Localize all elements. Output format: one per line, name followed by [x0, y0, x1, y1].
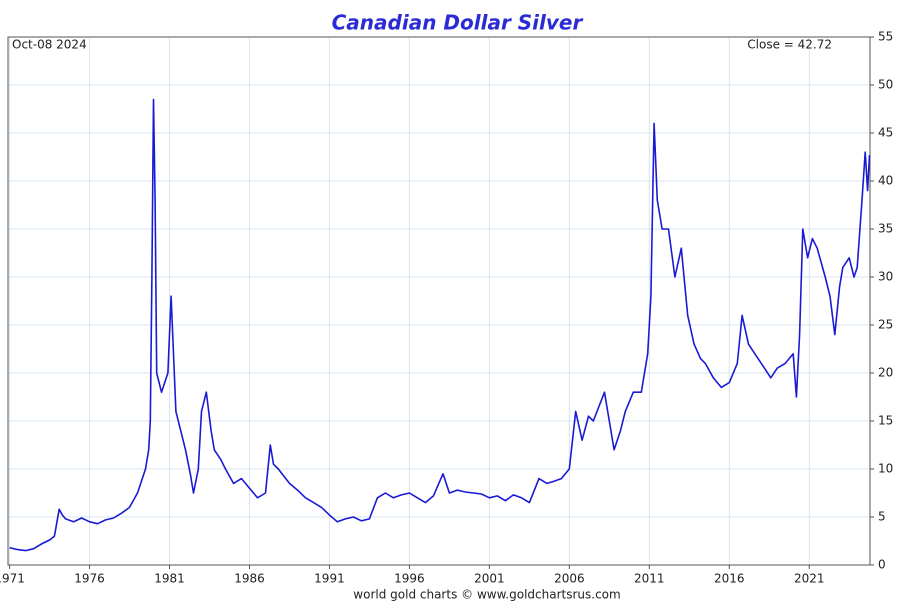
close-label: Close = 42.72: [747, 38, 832, 52]
y-tick-label: 30: [878, 270, 893, 284]
x-tick-label: 2016: [714, 572, 745, 586]
x-tick-label: 1996: [394, 572, 425, 586]
x-tick-label: 1981: [154, 572, 185, 586]
x-tick-label: 1991: [314, 572, 345, 586]
chart-title: Canadian Dollar Silver: [332, 11, 584, 35]
date-label: Oct-08 2024: [12, 38, 87, 52]
plot-frame: [7, 36, 871, 566]
y-tick-label: 55: [878, 30, 893, 44]
y-tick-label: 0: [878, 558, 886, 572]
x-tick-label: 1971: [0, 572, 25, 586]
x-tick-label: 2006: [554, 572, 585, 586]
source-label: world gold charts © www.goldchartsrus.co…: [353, 588, 620, 602]
y-tick-label: 10: [878, 462, 893, 476]
y-tick-label: 5: [878, 510, 886, 524]
x-tick-label: 1976: [74, 572, 105, 586]
y-tick-label: 35: [878, 222, 893, 236]
y-tick-label: 40: [878, 174, 893, 188]
y-tick-label: 25: [878, 318, 893, 332]
price-line: [9, 98, 871, 552]
x-tick-label: 2001: [474, 572, 505, 586]
y-tick-label: 20: [878, 366, 893, 380]
y-tick-label: 50: [878, 78, 893, 92]
y-tick-label: 45: [878, 126, 893, 140]
y-tick-label: 15: [878, 414, 893, 428]
x-tick-label: 1986: [234, 572, 265, 586]
x-tick-label: 2011: [634, 572, 665, 586]
x-tick-label: 2021: [794, 572, 825, 586]
